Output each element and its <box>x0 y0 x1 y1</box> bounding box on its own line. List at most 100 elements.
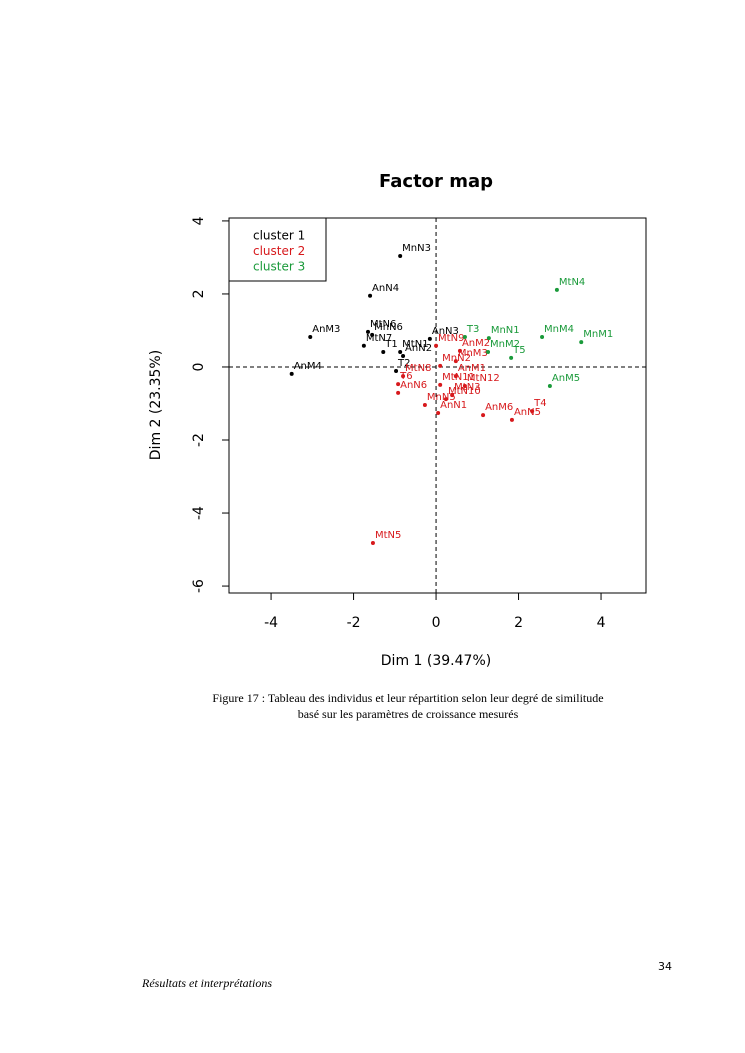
point-label: MnN6 <box>374 322 403 333</box>
point-label: AnM4 <box>294 361 322 372</box>
point <box>434 343 439 348</box>
point <box>509 417 514 422</box>
point-label: MtN10 <box>448 386 481 397</box>
point-label: AnM3 <box>312 324 340 335</box>
point <box>366 329 370 334</box>
legend-box <box>228 217 327 282</box>
point <box>462 335 467 340</box>
point-label: AnM5 <box>552 373 580 384</box>
chart-title: Factor map <box>379 171 493 192</box>
point-label: MtN11 <box>442 372 475 383</box>
point-label: MnN1 <box>491 325 520 336</box>
point-label: MnN5 <box>427 392 456 403</box>
legend-label: cluster 2 <box>253 244 305 258</box>
x-tick-label: -2 <box>347 615 361 631</box>
point <box>453 359 458 364</box>
point <box>308 335 313 340</box>
chart: Factor map Dim 1 (39.47%) Dim 2 (23.35%)… <box>148 171 647 669</box>
point <box>381 350 386 355</box>
y-tick-label: 2 <box>191 289 207 298</box>
y-tick-label: -4 <box>191 506 207 520</box>
point <box>481 413 486 418</box>
caption-line: basé sur les paramètres de croissance me… <box>297 707 519 721</box>
point-label: T2 <box>397 358 410 369</box>
point <box>368 293 373 298</box>
point <box>486 336 491 341</box>
point-label: AnN6 <box>400 380 427 391</box>
point <box>436 410 441 415</box>
point <box>547 383 552 388</box>
point-label: MnM4 <box>544 324 574 335</box>
point <box>450 393 455 398</box>
x-tick-label: 4 <box>597 615 606 631</box>
point <box>401 374 406 379</box>
point-label: T4 <box>533 398 546 409</box>
point <box>370 332 375 337</box>
x-axis-label: Dim 1 (39.47%) <box>381 653 491 669</box>
y-axis-label: Dim 2 (23.35%) <box>148 350 164 460</box>
point-label: T6 <box>399 371 412 382</box>
point <box>457 348 462 353</box>
legend-label: cluster 1 <box>253 229 305 243</box>
point <box>554 287 559 292</box>
point <box>396 390 401 395</box>
y-tick-label: -6 <box>191 579 207 593</box>
x-tick-label: -4 <box>264 615 278 631</box>
point <box>438 363 443 368</box>
point <box>427 336 432 341</box>
x-tick-label: 2 <box>514 615 523 631</box>
point-label: MnN2 <box>442 353 471 364</box>
point <box>540 335 545 340</box>
point-label: AnN2 <box>405 343 432 354</box>
point <box>394 368 399 373</box>
point-label: MnN3 <box>402 243 431 254</box>
point <box>453 374 458 379</box>
point-label: AnN1 <box>440 400 467 411</box>
caption-line: Figure 17 : Tableau des individus et leu… <box>212 691 604 705</box>
point <box>579 340 584 345</box>
point <box>396 382 401 387</box>
figure-caption: Figure 17 : Tableau des individus et leu… <box>150 690 666 722</box>
point-label: AnM2 <box>462 338 490 349</box>
point <box>462 383 467 388</box>
point-label: MtN12 <box>467 373 500 384</box>
point-label: MtN7 <box>366 333 392 344</box>
point-label: MnM1 <box>583 329 613 340</box>
footer: Résultats et interprétations <box>142 976 272 990</box>
point <box>486 350 491 355</box>
page-number: 34 <box>658 960 672 973</box>
point <box>398 350 403 355</box>
point-label: MnM3 <box>458 348 488 359</box>
point-label: T3 <box>466 324 479 335</box>
point-label: MtN9 <box>438 333 464 344</box>
point <box>443 397 448 402</box>
point-label: MtN8 <box>405 363 431 374</box>
plot-frame <box>228 217 647 594</box>
y-tick-label: 0 <box>191 363 207 372</box>
x-tick-label: 0 <box>432 615 441 631</box>
point <box>422 402 427 407</box>
point-label: AnM6 <box>485 402 513 413</box>
point-label: AnM1 <box>458 363 486 374</box>
point-label: MtN6 <box>370 319 396 330</box>
point-label: AnN5 <box>514 407 541 418</box>
point-label: MtN1 <box>402 339 428 350</box>
point-label: MtN3 <box>454 382 480 393</box>
point-label: AnN3 <box>432 326 459 337</box>
point <box>361 343 366 348</box>
point-label: AnN4 <box>372 283 399 294</box>
point <box>530 409 535 414</box>
legend-label: cluster 3 <box>253 260 305 274</box>
point-label: MtN5 <box>375 530 401 541</box>
y-tick-label: -2 <box>191 433 207 447</box>
point <box>398 253 403 258</box>
y-tick-label: 4 <box>191 216 207 225</box>
point <box>370 540 375 545</box>
point-label: MnM2 <box>490 339 520 350</box>
point-label: T5 <box>512 345 525 356</box>
point <box>401 354 406 359</box>
point-label: MtN4 <box>559 277 585 288</box>
point <box>509 355 514 360</box>
point-label: T1 <box>384 339 397 350</box>
